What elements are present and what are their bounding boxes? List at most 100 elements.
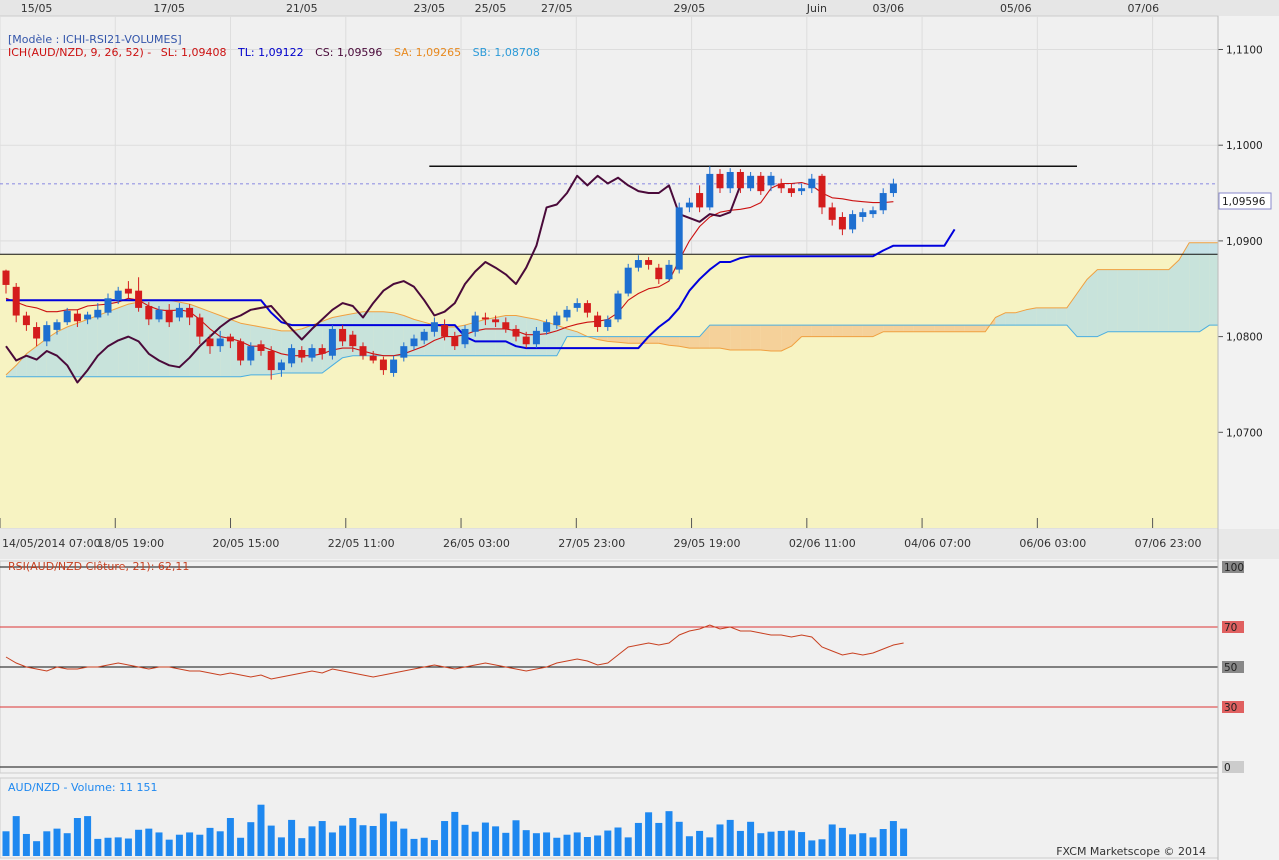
cloud-segment (658, 336, 669, 346)
candle-body (430, 322, 438, 332)
cloud-segment (597, 336, 608, 342)
cloud-segment (791, 325, 802, 347)
candle-body (298, 349, 306, 358)
volume-bar (430, 840, 438, 856)
candle-body (461, 328, 469, 345)
candle-body (379, 359, 387, 371)
cloud-segment (526, 317, 537, 356)
cloud-segment (1015, 309, 1026, 326)
cloud-segment (975, 325, 986, 332)
volume-bar (277, 837, 285, 856)
cloud-segment (1230, 243, 1240, 325)
cloud-segment (383, 311, 394, 356)
top-date-label: 17/05 (153, 2, 185, 15)
volume-bar (777, 830, 785, 856)
cloud-segment (944, 325, 955, 332)
cloud-segment (771, 325, 782, 351)
candle-body (726, 171, 734, 189)
cloud-segment (669, 336, 680, 347)
volume-bar (604, 830, 612, 856)
volume-bar (594, 835, 602, 856)
volume-bar (328, 832, 336, 856)
cloud-segment (1240, 236, 1250, 325)
volume-bar (553, 837, 561, 856)
cloud-segment (1046, 307, 1057, 326)
volume-bar (787, 830, 795, 856)
candle-body (267, 350, 275, 371)
cloud-segment (862, 325, 873, 337)
volume-bar (492, 826, 500, 856)
candle-body (165, 309, 173, 323)
cloud-segment (220, 315, 231, 377)
volume-bar (12, 816, 20, 856)
top-date-label: 25/05 (475, 2, 507, 15)
volume-bar (849, 834, 857, 856)
volume-bar (685, 836, 693, 856)
rsi-line (5, 624, 904, 680)
cloud-segment (1158, 269, 1169, 332)
volume-bar (614, 827, 622, 856)
candle-body (84, 314, 92, 320)
candle-body (451, 336, 459, 347)
cloud-segment (689, 336, 700, 349)
volume-bar (349, 818, 357, 856)
price-tick-label: 1,1000 (1226, 140, 1263, 152)
date-strip (0, 0, 1279, 16)
copyright: FXCM Marketscope © 2014 (1056, 845, 1206, 858)
cloud-segment (801, 325, 812, 337)
volume-bar (563, 834, 571, 856)
candle-body (818, 175, 826, 208)
rsi-plot (0, 566, 1218, 768)
candle-body (594, 315, 602, 328)
volume-bar (675, 821, 683, 856)
candle-body (777, 183, 785, 189)
cloud-segment (67, 323, 78, 377)
price-tick-label: 1,0900 (1226, 236, 1263, 248)
cloud-segment (760, 325, 771, 351)
cloud-segment (832, 325, 843, 337)
volume-bar (645, 812, 653, 856)
rsi-level-label: 70 (1224, 622, 1237, 634)
volume-plot (2, 804, 908, 856)
time-tick-label: 29/05 19:00 (674, 537, 741, 550)
volume-bar (716, 824, 724, 856)
candle-body (12, 286, 20, 316)
candle-body (665, 264, 673, 280)
volume-bar (216, 831, 224, 856)
candle-body (736, 171, 744, 189)
candle-body (604, 319, 612, 328)
candle-body (553, 315, 561, 326)
candle-body (277, 362, 285, 371)
tenkan-sen-line (5, 181, 894, 357)
candle-body (186, 307, 194, 318)
candle-body (634, 260, 642, 268)
price-plot (0, 165, 1250, 528)
candle-body (2, 270, 10, 285)
top-date-label: 05/06 (1000, 2, 1032, 15)
cloud-segment (1107, 269, 1118, 332)
cloud-segment (363, 311, 374, 356)
volume-bar (757, 833, 765, 856)
cloud-segment (607, 336, 618, 343)
sa-value: SA: 1,09265 (394, 46, 461, 59)
top-date-label: 03/06 (872, 2, 904, 15)
volume-bar (889, 821, 897, 856)
time-tick-label: 18/05 19:00 (97, 537, 164, 550)
volume-bar (767, 831, 775, 856)
cloud-segment (1077, 279, 1088, 337)
rsi-level-label: 100 (1224, 562, 1244, 574)
price-axis: 1,0700 1,0800 1,0900 1,1000 1,1100 (1218, 44, 1263, 439)
volume-bar (206, 827, 214, 856)
candle-body (767, 175, 775, 186)
volume-bar (481, 822, 489, 856)
volume-bar (532, 833, 540, 856)
cloud-segment (87, 315, 98, 377)
cloud-segment (699, 325, 710, 349)
rsi-panel: 100 70 50 30 0 RSI(AUD/NZD Clôture, 21): 62,… (0, 560, 1244, 774)
cloud-segment (1199, 242, 1210, 332)
volume-bar (155, 832, 163, 856)
volume-bar (543, 832, 551, 856)
volume-bar (410, 838, 418, 856)
chikou-span-line (5, 174, 742, 384)
